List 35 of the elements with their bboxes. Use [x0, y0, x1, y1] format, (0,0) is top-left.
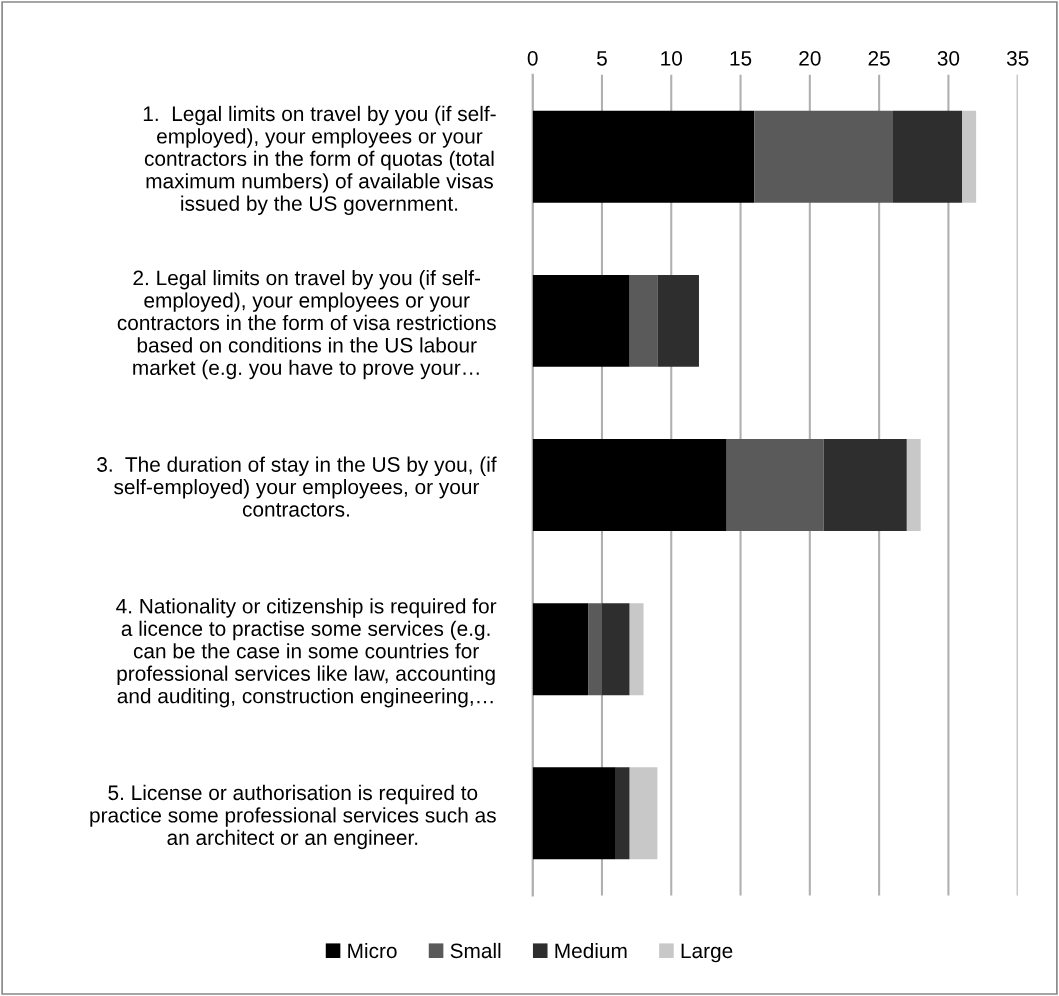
- bar: [532, 110, 755, 203]
- bar: [629, 767, 658, 860]
- bar: [754, 110, 893, 203]
- x-tick-label: 25: [868, 50, 890, 66]
- bar: [588, 603, 602, 696]
- y-tick-label: 4. Nationality or citizenship is required for a licence to practise some services (e.g. can be the case in some countries for professional services like law, accounting and auditing, construction engineering,…: [116, 598, 497, 708]
- bar: [629, 274, 658, 367]
- y-tick-label: 2. Legal limits on travel by you (if self- employed), your employees or your contractors in the form of visa restrictions based on conditions in the US labour market (e.g. you have to prove your…: [117, 269, 496, 380]
- bar: [726, 439, 824, 532]
- x-tick-label: 5: [597, 51, 607, 66]
- x-tick-label: 0: [527, 50, 538, 66]
- x-tick-label: 10: [661, 50, 683, 66]
- x-tick-label: 35: [1006, 50, 1029, 66]
- legend-label: Large: [681, 943, 733, 963]
- bar: [615, 767, 630, 860]
- bar: [532, 274, 630, 367]
- legend-label: Small: [450, 942, 501, 959]
- bar: [823, 439, 907, 532]
- x-tick-label: 15: [730, 51, 752, 66]
- bar: [906, 439, 921, 532]
- bar: [601, 603, 630, 696]
- x-tick-label: 20: [799, 50, 821, 66]
- legend-label: Micro: [348, 942, 397, 959]
- bar: [629, 603, 644, 696]
- bar: [657, 274, 699, 367]
- bar: [892, 110, 963, 203]
- y-tick-label: 3. The duration of stay in the US by you, (if self-employed) your employees, or your contractors.: [97, 456, 497, 517]
- y-tick-label: 5. License or authorisation is required to practice some professional services such as an architect or an engineer.: [90, 784, 496, 850]
- y-tick-label: 1. Legal limits on travel by you (if self- employed), your employees or your contractors in the form of quotas (total maximum numbers) of available visas issued by the US government.: [143, 105, 496, 216]
- x-tick-label: 30: [937, 50, 960, 66]
- bar: [962, 110, 977, 203]
- legend-label: Medium: [555, 942, 627, 959]
- bar: [532, 767, 616, 860]
- bar: [532, 439, 727, 532]
- bar: [532, 603, 589, 696]
